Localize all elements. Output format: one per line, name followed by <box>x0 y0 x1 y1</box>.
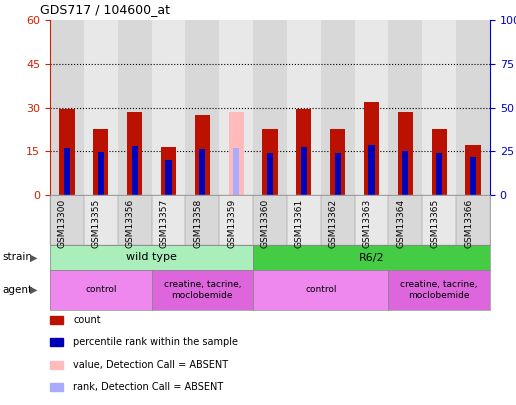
Text: value, Detection Call = ABSENT: value, Detection Call = ABSENT <box>73 360 229 370</box>
Text: creatine, tacrine,
moclobemide: creatine, tacrine, moclobemide <box>164 280 241 300</box>
Text: GSM13357: GSM13357 <box>159 199 168 248</box>
Bar <box>64 148 70 195</box>
Text: percentile rank within the sample: percentile rank within the sample <box>73 337 238 347</box>
Text: GDS717 / 104600_at: GDS717 / 104600_at <box>40 3 170 16</box>
Bar <box>402 151 409 195</box>
Bar <box>199 149 205 195</box>
Bar <box>50 20 84 195</box>
Bar <box>321 20 354 195</box>
Bar <box>152 20 185 195</box>
Bar <box>185 20 219 195</box>
Text: GSM13359: GSM13359 <box>227 199 236 248</box>
Bar <box>262 129 278 195</box>
Text: GSM13360: GSM13360 <box>261 199 270 248</box>
Bar <box>233 148 239 195</box>
Bar <box>436 153 442 195</box>
Bar <box>287 20 321 195</box>
Text: GSM13363: GSM13363 <box>363 199 372 248</box>
Text: agent: agent <box>3 285 33 295</box>
Text: GSM13365: GSM13365 <box>430 199 439 248</box>
Bar <box>195 115 210 195</box>
Bar <box>296 109 312 195</box>
Text: wild type: wild type <box>126 252 177 262</box>
Text: creatine, tacrine,
moclobemide: creatine, tacrine, moclobemide <box>400 280 478 300</box>
Bar <box>465 145 481 195</box>
Bar <box>84 20 118 195</box>
Bar <box>456 20 490 195</box>
Text: rank, Detection Call = ABSENT: rank, Detection Call = ABSENT <box>73 382 223 392</box>
Bar <box>161 147 176 195</box>
Text: ▶: ▶ <box>30 252 37 262</box>
Bar <box>422 20 456 195</box>
Text: GSM13362: GSM13362 <box>329 199 337 248</box>
Text: GSM13355: GSM13355 <box>92 199 101 248</box>
Text: GSM13300: GSM13300 <box>58 199 67 248</box>
Bar <box>267 153 273 195</box>
Bar <box>368 145 375 195</box>
Bar <box>354 20 389 195</box>
Bar <box>431 129 447 195</box>
Text: ▶: ▶ <box>30 285 37 295</box>
Bar <box>330 129 345 195</box>
Bar <box>364 102 379 195</box>
Text: control: control <box>85 286 117 294</box>
Bar <box>59 109 74 195</box>
Text: GSM13366: GSM13366 <box>464 199 473 248</box>
Text: GSM13361: GSM13361 <box>295 199 304 248</box>
Bar <box>398 112 413 195</box>
Bar <box>98 152 104 195</box>
Bar <box>335 153 341 195</box>
Bar <box>132 146 138 195</box>
Text: control: control <box>305 286 336 294</box>
Bar <box>253 20 287 195</box>
Bar <box>166 160 171 195</box>
Text: R6/2: R6/2 <box>359 252 384 262</box>
Bar <box>389 20 422 195</box>
Text: GSM13356: GSM13356 <box>125 199 135 248</box>
Text: strain: strain <box>3 252 33 262</box>
Bar <box>470 156 476 195</box>
Text: GSM13358: GSM13358 <box>194 199 202 248</box>
Bar <box>229 112 244 195</box>
Bar <box>93 129 108 195</box>
Bar <box>127 112 142 195</box>
Bar <box>219 20 253 195</box>
Bar <box>118 20 152 195</box>
Bar <box>301 147 307 195</box>
Text: count: count <box>73 315 101 325</box>
Text: GSM13364: GSM13364 <box>396 199 406 248</box>
